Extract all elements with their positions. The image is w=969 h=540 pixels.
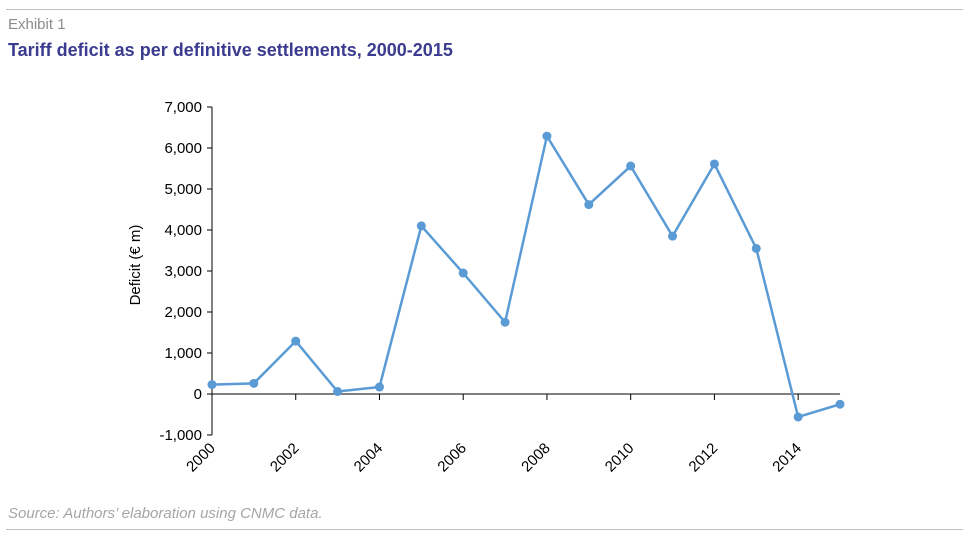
y-tick-label: 2,000	[164, 304, 202, 321]
data-point	[291, 336, 301, 346]
data-point	[416, 221, 426, 231]
data-point	[626, 161, 636, 171]
bottom-rule	[6, 529, 963, 530]
data-point	[249, 378, 259, 388]
data-point	[333, 387, 343, 397]
x-tick-label: 2006	[434, 440, 470, 476]
data-point	[374, 382, 384, 392]
source-note: Source: Authors’ elaboration using CNMC …	[8, 505, 323, 522]
data-point	[709, 159, 719, 169]
x-tick-label: 2012	[686, 440, 722, 476]
top-rule	[6, 9, 963, 10]
y-tick-label: 7,000	[164, 99, 202, 116]
x-tick-label: 2008	[518, 440, 554, 476]
data-point	[584, 200, 594, 210]
data-point	[542, 131, 552, 141]
axes	[211, 107, 840, 435]
y-tick-label: 4,000	[164, 222, 202, 239]
data-point	[207, 380, 217, 390]
x-axis-ticks: 2000 2002 2004 2006 2008 2010 2012 2014	[183, 394, 805, 475]
data-point	[751, 243, 761, 253]
x-tick-label: 2002	[267, 440, 303, 476]
x-tick-label: 2004	[351, 440, 387, 476]
x-tick-label: 2014	[769, 440, 805, 476]
data-point	[835, 399, 845, 409]
y-tick-label: 5,000	[164, 181, 202, 198]
y-axis-label: Deficit (€ m)	[127, 225, 144, 306]
y-tick-label: -1,000	[159, 427, 202, 444]
exhibit-label: Exhibit 1	[8, 16, 66, 33]
data-points	[207, 131, 845, 422]
series-line	[211, 134, 841, 419]
data-point	[458, 268, 468, 278]
y-tick-label: 1,000	[164, 345, 202, 362]
data-point	[668, 231, 678, 241]
data-point	[500, 317, 510, 327]
y-axis-ticks: -1,000 0 1,000 2,000 3,000 4,000 5,000 6,000 7,0…	[159, 99, 212, 444]
x-tick-label: 2000	[183, 440, 219, 476]
x-tick-label: 2010	[602, 440, 638, 476]
y-tick-label: 3,000	[164, 263, 202, 280]
y-tick-label: 0	[194, 386, 202, 403]
data-point	[793, 412, 803, 422]
chart-title: Tariff deficit as per definitive settlem…	[8, 40, 453, 60]
y-tick-label: 6,000	[164, 140, 202, 157]
